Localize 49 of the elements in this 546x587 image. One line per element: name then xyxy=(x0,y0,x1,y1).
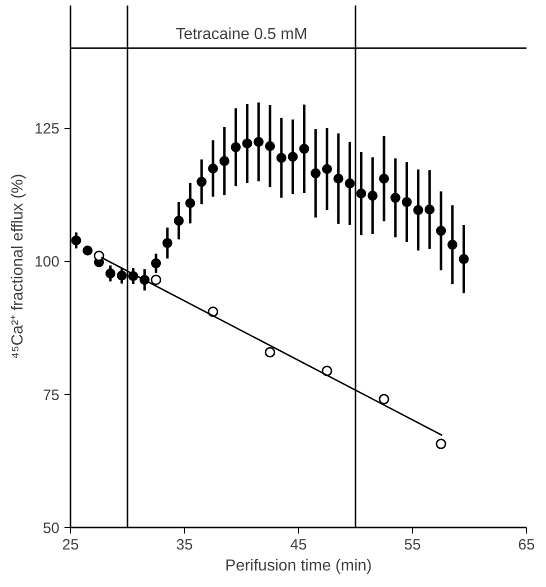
x-tick-label: 65 xyxy=(518,536,535,554)
point xyxy=(196,176,207,187)
point xyxy=(276,152,286,163)
point xyxy=(174,216,184,226)
point xyxy=(356,188,366,199)
point xyxy=(116,270,127,281)
point xyxy=(344,178,355,188)
point xyxy=(150,274,162,286)
point xyxy=(436,226,446,236)
point xyxy=(71,235,82,246)
point xyxy=(413,205,424,216)
point xyxy=(185,198,196,208)
x-tick-label: 45 xyxy=(290,536,307,554)
point xyxy=(254,136,264,147)
point xyxy=(402,197,412,208)
point xyxy=(368,190,378,201)
x-tick-label: 25 xyxy=(62,536,79,554)
y-tick-label: 100 xyxy=(34,254,60,271)
y-tick-label: 125 xyxy=(34,120,60,138)
point xyxy=(310,168,321,178)
y-tick-label: 50 xyxy=(42,520,60,537)
point xyxy=(264,347,276,358)
point xyxy=(151,258,161,268)
point xyxy=(458,254,469,264)
point xyxy=(230,142,241,152)
y-axis-title: ⁴⁵Ca²⁺ fractional efflux (%) xyxy=(9,174,26,360)
point xyxy=(424,204,435,214)
y-tick-label: 75 xyxy=(42,386,60,404)
point xyxy=(208,164,218,174)
annotation: Tetracaine 0.5 mM xyxy=(176,26,308,44)
point xyxy=(219,156,230,166)
point xyxy=(379,174,389,184)
point xyxy=(162,238,172,248)
x-axis-title: Perifusion time (min) xyxy=(225,558,372,574)
point xyxy=(288,152,298,162)
point xyxy=(447,240,458,250)
point xyxy=(436,438,446,450)
x-tick-label: 35 xyxy=(176,536,193,554)
point xyxy=(94,250,104,262)
x-tick-label: 55 xyxy=(404,536,421,554)
point xyxy=(82,246,93,256)
point xyxy=(333,174,344,184)
point xyxy=(265,141,275,152)
point xyxy=(299,144,310,154)
point xyxy=(105,268,116,278)
point xyxy=(242,138,252,148)
point xyxy=(322,164,332,174)
point xyxy=(378,394,390,404)
point xyxy=(390,192,400,203)
